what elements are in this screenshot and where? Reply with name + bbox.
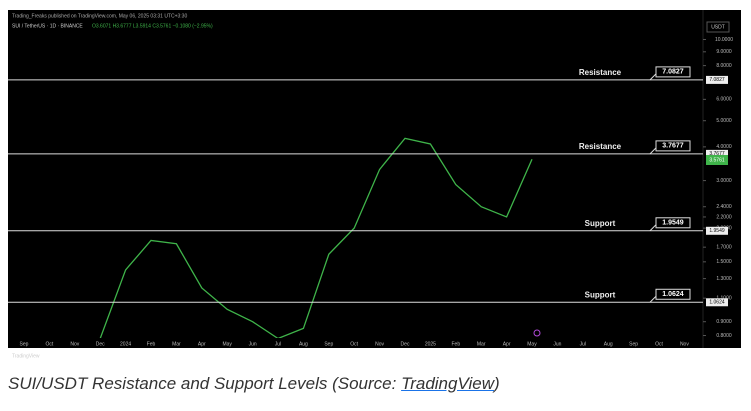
- symbol: SUI / TetherUS · 1D · BINANCE: [12, 23, 83, 29]
- y-tick-label: 3.0000: [716, 178, 732, 184]
- x-tick-label: 2025: [425, 341, 436, 347]
- axis-level-value: 3.7677: [709, 151, 725, 157]
- y-tick-label: 2.2000: [716, 214, 732, 220]
- last-price-box: [706, 154, 728, 165]
- level-value: 1.0624: [662, 291, 684, 298]
- x-tick-label: Dec: [96, 341, 105, 347]
- level-box: [655, 66, 691, 78]
- y-tick-label: 2.4000: [716, 204, 732, 210]
- axis-level-box: [706, 75, 728, 84]
- x-tick-label: Feb: [147, 341, 156, 347]
- y-tick-label: 10.0000: [715, 37, 733, 43]
- x-tick-label: Jul: [275, 341, 281, 347]
- x-tick-label: May: [222, 341, 232, 347]
- x-tick-label: Apr: [198, 341, 206, 347]
- y-tick-label: 1.3000: [716, 276, 732, 282]
- level-name: Resistance: [579, 142, 622, 151]
- y-tick-label: 0.9000: [716, 319, 732, 325]
- level-name: Support: [585, 290, 616, 299]
- y-tick-label: 4.0000: [716, 144, 732, 150]
- axis-level-value: 7.0827: [709, 77, 725, 83]
- y-tick-label: 1.7000: [716, 244, 732, 250]
- level-value: 7.0827: [662, 69, 684, 76]
- x-tick-label: Sep: [20, 341, 29, 347]
- axis-level-box: [706, 298, 728, 307]
- chart: Trading_Freaks published on TradingView.…: [8, 10, 741, 359]
- x-tick-label: Oct: [655, 341, 663, 347]
- x-tick-label: Sep: [629, 341, 638, 347]
- axis-level-box: [706, 149, 728, 158]
- x-tick-label: Jun: [249, 341, 257, 347]
- price-line: [99, 137, 533, 338]
- x-tick-label: Aug: [604, 341, 613, 347]
- x-tick-label: Oct: [350, 341, 358, 347]
- x-tick-label: Mar: [477, 341, 486, 347]
- event-icon: [533, 329, 541, 337]
- ohlc: O3.6071 H3.6777 L3.5914 C3.5761 −0.1080 …: [92, 23, 213, 29]
- brand: TradingView: [12, 353, 40, 359]
- currency: USDT: [711, 24, 725, 30]
- caption-text: ): [494, 374, 500, 393]
- caption-link[interactable]: TradingView: [401, 374, 494, 393]
- level-box: [655, 140, 691, 152]
- level-name: Support: [585, 219, 616, 228]
- last-price: 3.5761: [709, 157, 725, 163]
- caption: SUI/USDT Resistance and Support Levels (…: [8, 374, 500, 394]
- x-tick-label: Nov: [680, 341, 689, 347]
- level-value: 1.9549: [662, 220, 684, 227]
- x-tick-label: Aug: [299, 341, 308, 347]
- x-tick-label: Oct: [46, 341, 54, 347]
- caption-text: SUI/USDT Resistance and Support Levels (…: [8, 374, 402, 393]
- axis-level-value: 1.0624: [709, 300, 725, 306]
- y-tick-label: 9.0000: [716, 49, 732, 55]
- x-tick-label: Jun: [553, 341, 561, 347]
- publisher: Trading_Freaks published on TradingView.…: [12, 13, 187, 19]
- x-tick-label: 2024: [120, 341, 131, 347]
- y-tick-label: 1.5000: [716, 259, 732, 265]
- y-tick-label: 5.0000: [716, 118, 732, 124]
- currency-box: [706, 21, 730, 33]
- level-name: Resistance: [579, 68, 622, 77]
- x-tick-label: Feb: [451, 341, 460, 347]
- level-box: [655, 288, 691, 300]
- x-tick-label: Jul: [580, 341, 586, 347]
- y-tick-label: 8.0000: [716, 63, 732, 69]
- axis-level-box: [706, 226, 728, 235]
- plot: [99, 137, 533, 338]
- x-tick-label: Dec: [401, 341, 410, 347]
- y-tick-label: 6.0000: [716, 97, 732, 103]
- chart-bg: [8, 10, 741, 348]
- x-tick-label: Nov: [70, 341, 79, 347]
- level-value: 3.7677: [662, 143, 684, 150]
- x-tick-label: Apr: [503, 341, 511, 347]
- level-box: [655, 217, 691, 229]
- x-tick-label: May: [527, 341, 537, 347]
- axis-level-value: 1.9549: [709, 228, 725, 234]
- x-tick-label: Mar: [172, 341, 181, 347]
- x-tick-label: Sep: [324, 341, 333, 347]
- x-tick-label: Nov: [375, 341, 384, 347]
- y-tick-label: 0.8000: [716, 333, 732, 339]
